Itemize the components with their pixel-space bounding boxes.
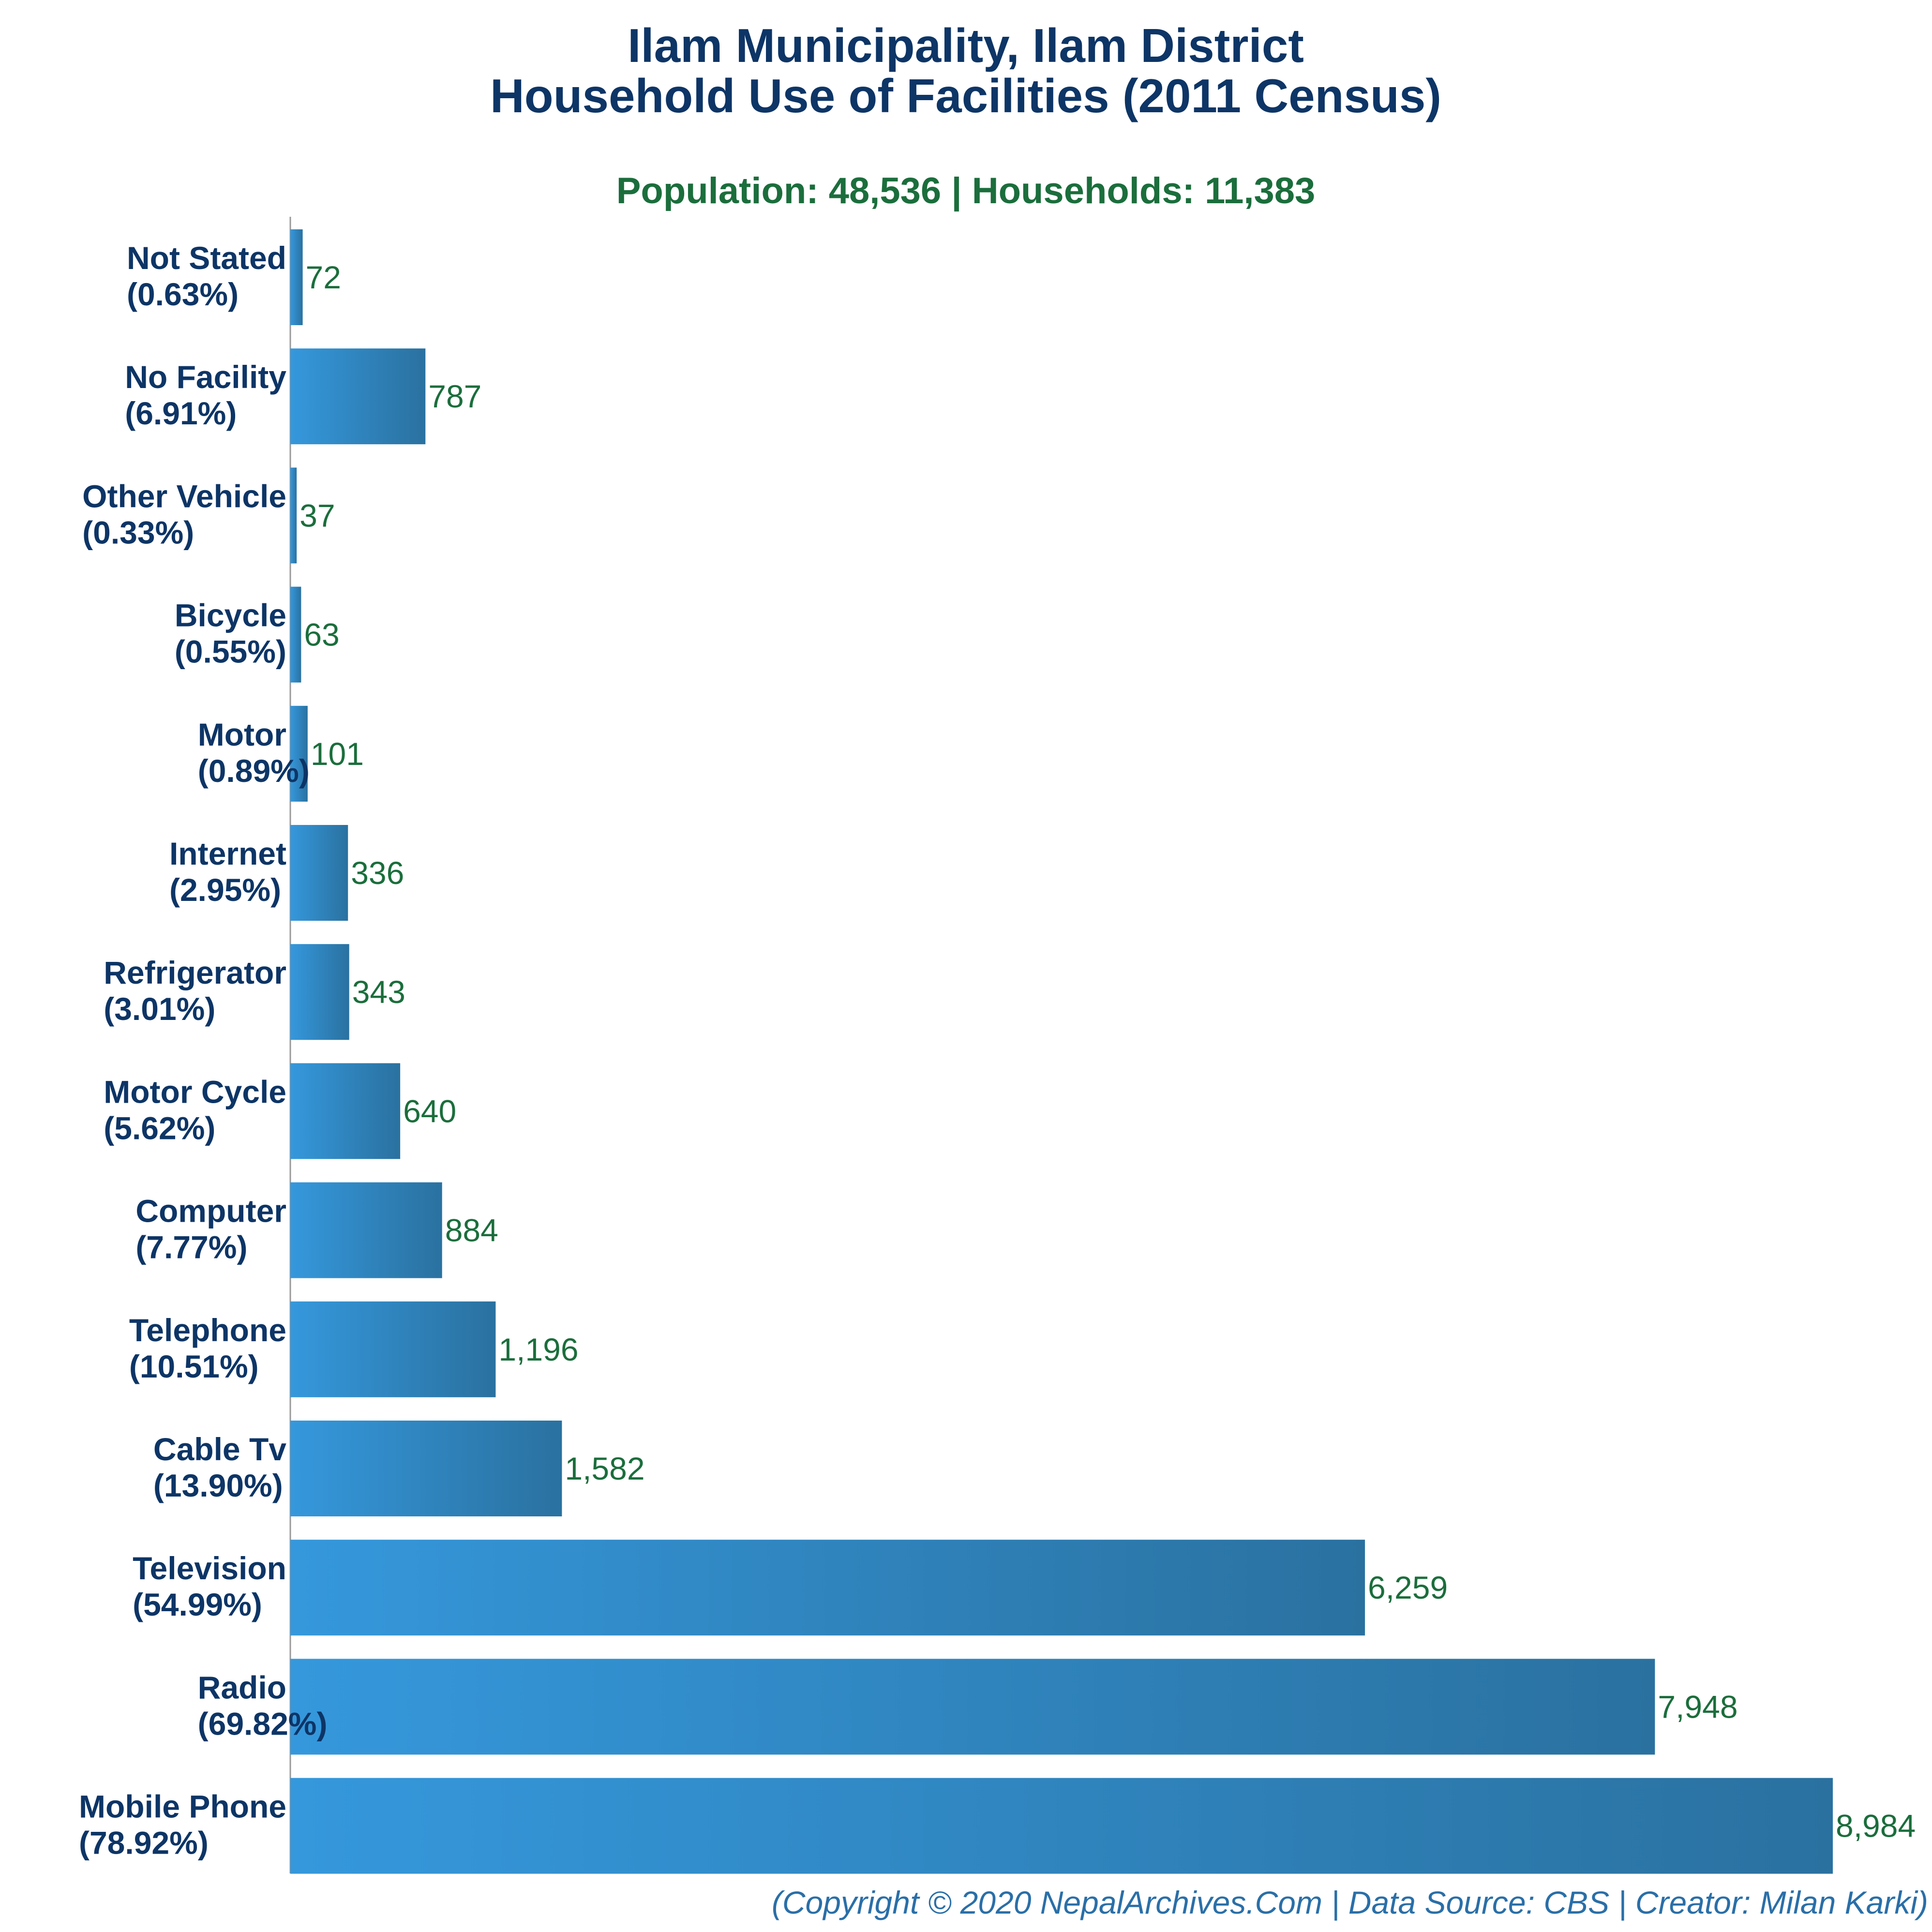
bar-no-facility: [290, 348, 426, 445]
category-percent-label: (6.91%): [125, 395, 237, 431]
chart-footer: (Copyright © 2020 NepalArchives.Com | Da…: [772, 1885, 1928, 1921]
bar-mobile-phone: [290, 1778, 1833, 1874]
value-label: 6,259: [1368, 1570, 1448, 1605]
category-label: Refrigerator: [104, 955, 286, 990]
category-percent-label: (0.55%): [175, 634, 286, 670]
bar-telephone: [290, 1301, 496, 1397]
bars-group: 72 Not Stated(0.63%) 787 No Facility(6.91%)…: [79, 229, 1916, 1874]
category-percent-label: (0.63%): [127, 276, 239, 312]
category-percent-label: (13.90%): [153, 1468, 283, 1503]
category-label: Internet: [169, 836, 286, 871]
value-label: 37: [300, 497, 335, 533]
category-label: Motor: [198, 717, 286, 752]
bar-cable-tv: [290, 1421, 562, 1516]
value-label: 336: [351, 855, 404, 891]
category-label: Motor Cycle: [104, 1074, 286, 1109]
category-percent-label: (5.62%): [104, 1110, 215, 1146]
value-label: 1,582: [565, 1451, 644, 1486]
bar-motor-cycle: [290, 1063, 401, 1159]
value-label: 8,984: [1836, 1808, 1916, 1844]
category-label: Telephone: [129, 1312, 286, 1348]
value-label: 884: [445, 1213, 498, 1248]
category-percent-label: (54.99%): [133, 1587, 262, 1622]
value-label: 63: [304, 617, 339, 653]
category-label: Bicycle: [175, 598, 286, 633]
value-label: 1,196: [498, 1332, 578, 1367]
chart-subtitle: Population: 48,536 | Households: 11,383: [616, 170, 1316, 212]
bar-internet: [290, 825, 348, 921]
value-label: 72: [306, 259, 341, 295]
category-percent-label: (78.92%): [79, 1825, 209, 1861]
value-label: 640: [403, 1093, 456, 1129]
category-label: Radio: [198, 1669, 286, 1705]
bar-motor: [290, 705, 308, 802]
bar-not-stated: [290, 229, 303, 325]
chart-title-line-1: Ilam Municipality, Ilam District: [628, 19, 1304, 72]
category-label: Computer: [135, 1193, 286, 1229]
category-percent-label: (0.33%): [82, 514, 194, 550]
value-label: 787: [428, 378, 481, 414]
category-label: Not Stated: [127, 240, 286, 276]
category-percent-label: (7.77%): [135, 1229, 247, 1265]
chart-title-line-2: Household Use of Facilities (2011 Census…: [490, 69, 1441, 122]
category-label: Television: [133, 1550, 286, 1586]
value-label: 101: [311, 736, 364, 772]
category-percent-label: (2.95%): [169, 872, 281, 908]
category-percent-label: (0.89%): [198, 753, 310, 789]
bar-television: [290, 1540, 1365, 1636]
category-percent-label: (10.51%): [129, 1348, 259, 1384]
category-label: Mobile Phone: [79, 1789, 286, 1825]
category-label: No Facility: [125, 359, 286, 395]
category-label: Cable Tv: [153, 1431, 286, 1467]
bar-bicycle: [290, 586, 301, 683]
bar-other-vehicle: [290, 467, 297, 564]
value-label: 343: [352, 974, 405, 1010]
category-percent-label: (69.82%): [198, 1706, 328, 1741]
value-label: 7,948: [1658, 1689, 1737, 1724]
bar-refrigerator: [290, 944, 349, 1040]
bar-computer: [290, 1182, 442, 1278]
bar-radio: [290, 1659, 1655, 1755]
category-label: Other Vehicle: [82, 478, 286, 514]
category-percent-label: (3.01%): [104, 991, 215, 1027]
